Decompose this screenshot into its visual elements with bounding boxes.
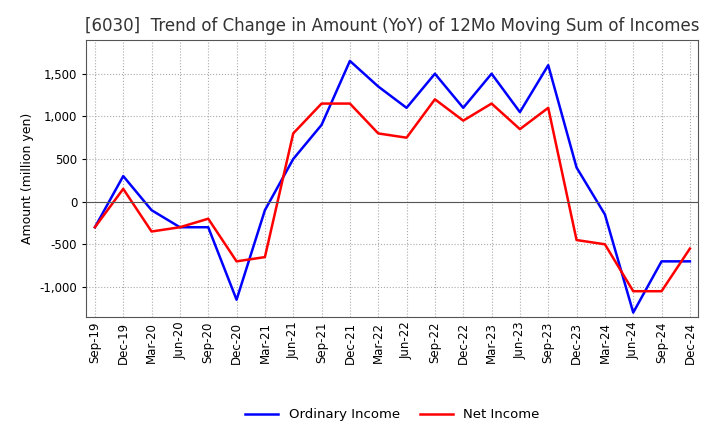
Ordinary Income xyxy=(233,297,241,302)
Ordinary Income xyxy=(657,259,666,264)
Title: [6030]  Trend of Change in Amount (YoY) of 12Mo Moving Sum of Incomes: [6030] Trend of Change in Amount (YoY) o… xyxy=(85,17,700,35)
Net Income xyxy=(516,127,524,132)
Net Income xyxy=(431,97,439,102)
Ordinary Income xyxy=(431,71,439,77)
Net Income xyxy=(600,242,609,247)
Net Income xyxy=(176,224,184,230)
Net Income xyxy=(572,238,581,243)
Y-axis label: Amount (million yen): Amount (million yen) xyxy=(21,113,34,244)
Ordinary Income xyxy=(261,208,269,213)
Net Income xyxy=(91,224,99,230)
Ordinary Income xyxy=(572,165,581,170)
Net Income xyxy=(459,118,467,123)
Ordinary Income xyxy=(544,62,552,68)
Net Income xyxy=(685,246,694,251)
Net Income xyxy=(119,186,127,191)
Net Income xyxy=(374,131,382,136)
Ordinary Income xyxy=(176,224,184,230)
Net Income xyxy=(289,131,297,136)
Ordinary Income xyxy=(629,310,637,315)
Legend: Ordinary Income, Net Income: Ordinary Income, Net Income xyxy=(240,403,545,427)
Net Income xyxy=(402,135,411,140)
Ordinary Income xyxy=(600,212,609,217)
Net Income xyxy=(629,289,637,294)
Ordinary Income xyxy=(148,208,156,213)
Net Income xyxy=(346,101,354,106)
Net Income xyxy=(261,254,269,260)
Ordinary Income xyxy=(487,71,496,77)
Line: Ordinary Income: Ordinary Income xyxy=(95,61,690,312)
Net Income xyxy=(148,229,156,234)
Net Income xyxy=(318,101,326,106)
Ordinary Income xyxy=(402,105,411,110)
Net Income xyxy=(657,289,666,294)
Net Income xyxy=(544,105,552,110)
Net Income xyxy=(487,101,496,106)
Ordinary Income xyxy=(459,105,467,110)
Ordinary Income xyxy=(204,224,212,230)
Ordinary Income xyxy=(119,173,127,179)
Net Income xyxy=(204,216,212,221)
Ordinary Income xyxy=(91,224,99,230)
Ordinary Income xyxy=(346,58,354,63)
Line: Net Income: Net Income xyxy=(95,99,690,291)
Ordinary Income xyxy=(516,110,524,115)
Ordinary Income xyxy=(318,122,326,128)
Net Income xyxy=(233,259,241,264)
Ordinary Income xyxy=(289,156,297,161)
Ordinary Income xyxy=(685,259,694,264)
Ordinary Income xyxy=(374,84,382,89)
